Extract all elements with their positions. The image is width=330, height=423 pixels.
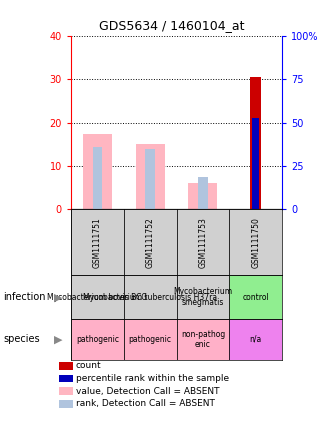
Bar [229, 319, 282, 360]
Text: GDS5634 / 1460104_at: GDS5634 / 1460104_at [99, 19, 244, 32]
Bar [229, 209, 282, 275]
Text: species: species [3, 335, 40, 344]
Text: GSM1111752: GSM1111752 [146, 217, 155, 267]
Text: GSM1111753: GSM1111753 [198, 217, 208, 268]
Bar [198, 177, 208, 209]
Text: GSM1111751: GSM1111751 [93, 217, 102, 267]
Bar [146, 149, 155, 209]
Text: GSM1111750: GSM1111750 [251, 217, 260, 268]
Text: pathogenic: pathogenic [129, 335, 172, 344]
Text: Mycobacterium
smegmatis: Mycobacterium smegmatis [173, 288, 233, 307]
Text: value, Detection Call = ABSENT: value, Detection Call = ABSENT [76, 387, 219, 396]
Text: control: control [242, 293, 269, 302]
Bar [188, 184, 217, 209]
Bar [177, 209, 229, 275]
Bar [83, 134, 112, 209]
Bar [124, 275, 177, 319]
Text: percentile rank within the sample: percentile rank within the sample [76, 374, 229, 383]
Text: n/a: n/a [249, 335, 262, 344]
Text: Mycobacterium bovis BCG: Mycobacterium bovis BCG [47, 293, 148, 302]
Text: infection: infection [3, 292, 46, 302]
Text: count: count [76, 361, 102, 371]
Bar [71, 275, 124, 319]
Bar [71, 319, 124, 360]
Text: Mycobacterium tuberculosis H37ra: Mycobacterium tuberculosis H37ra [83, 293, 217, 302]
Text: non-pathog
enic: non-pathog enic [181, 330, 225, 349]
Text: pathogenic: pathogenic [76, 335, 119, 344]
Bar [252, 118, 259, 209]
Text: ▶: ▶ [53, 335, 62, 344]
Bar [250, 77, 261, 209]
Bar [136, 144, 165, 209]
Bar [71, 209, 124, 275]
Bar [229, 275, 282, 319]
Bar [124, 209, 177, 275]
Text: ▶: ▶ [53, 292, 62, 302]
Bar [177, 275, 229, 319]
Bar [177, 319, 229, 360]
Bar [93, 146, 102, 209]
Bar [124, 319, 177, 360]
Text: rank, Detection Call = ABSENT: rank, Detection Call = ABSENT [76, 399, 215, 409]
